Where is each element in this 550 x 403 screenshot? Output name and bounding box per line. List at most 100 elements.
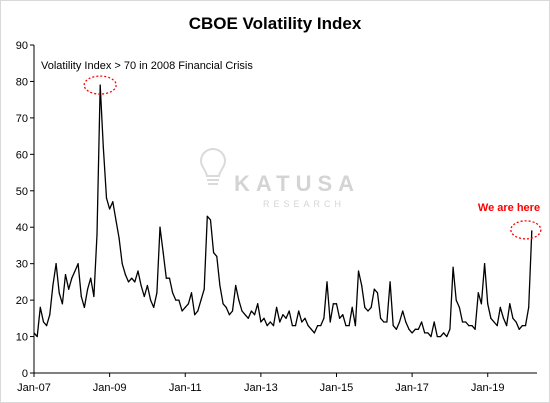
vix-series-line xyxy=(33,84,533,338)
current-highlight-circle xyxy=(510,220,542,240)
vix-data-point xyxy=(424,332,426,334)
y-tick-label: 80 xyxy=(16,76,28,88)
vix-data-point xyxy=(102,146,104,148)
vix-data-point xyxy=(253,314,256,316)
vix-data-point xyxy=(436,335,438,338)
vix-data-point xyxy=(477,292,479,294)
lightbulb-icon xyxy=(199,148,227,185)
vix-data-point xyxy=(266,325,268,327)
vix-data-point xyxy=(455,299,457,301)
vix-data-point xyxy=(364,306,366,308)
vix-data-point xyxy=(398,321,401,323)
vix-data-point xyxy=(433,321,435,323)
vix-data-point xyxy=(414,328,416,330)
vix-data-point xyxy=(288,310,290,312)
vix-data-point xyxy=(439,335,442,338)
vix-data-point xyxy=(225,306,227,308)
vix-data-point xyxy=(52,284,54,287)
vix-data-point xyxy=(493,321,495,323)
vix-data-point xyxy=(77,263,79,265)
vix-data-point xyxy=(216,255,218,257)
vix-data-point xyxy=(36,335,38,338)
vix-data-point xyxy=(386,321,388,323)
vix-data-point xyxy=(247,317,249,319)
vix-data-point xyxy=(149,299,152,301)
vix-data-point xyxy=(461,321,464,323)
vix-data-point xyxy=(427,332,429,334)
vix-data-point xyxy=(178,299,180,301)
vix-data-point xyxy=(430,335,432,338)
vix-data-point xyxy=(228,314,230,316)
vix-data-point xyxy=(518,328,520,330)
vix-data-point xyxy=(143,295,145,298)
vix-data-point xyxy=(146,284,149,287)
vix-data-point xyxy=(197,310,199,312)
vix-data-point xyxy=(512,317,514,319)
vix-data-point xyxy=(465,321,467,323)
vix-data-point xyxy=(443,332,445,334)
y-ticks: 0 10 20 30 40 50 60 70 80 90 xyxy=(16,40,34,380)
vix-data-point xyxy=(480,303,483,305)
vix-data-point xyxy=(250,310,253,312)
vix-data-point xyxy=(172,292,174,294)
y-tick-label: 60 xyxy=(16,149,28,161)
vix-data-point xyxy=(244,314,246,316)
vix-data-point xyxy=(449,328,451,330)
vix-data-point xyxy=(238,299,240,301)
peak-highlight-circle xyxy=(83,75,117,95)
x-tick-label: Jan-11 xyxy=(169,382,202,394)
watermark-sub: RESEARCH xyxy=(263,199,345,209)
vix-data-point xyxy=(33,332,35,334)
vix-data-point xyxy=(213,252,215,254)
vix-data-point xyxy=(383,321,385,323)
vix-data-point xyxy=(279,321,281,323)
vix-data-point xyxy=(528,306,530,308)
vix-data-point xyxy=(326,281,328,283)
vix-data-point xyxy=(329,321,331,323)
vix-data-point xyxy=(490,317,492,319)
vix-data-point xyxy=(370,306,372,308)
vix-data-point xyxy=(257,303,259,305)
vix-data-point xyxy=(140,284,142,287)
chart-title: CBOE Volatility Index xyxy=(189,14,362,33)
vix-data-point xyxy=(499,306,501,308)
watermark-name: KATUSA xyxy=(234,171,360,196)
vix-data-point xyxy=(153,306,155,308)
vix-data-point xyxy=(357,270,360,272)
vix-data-point xyxy=(420,321,423,323)
vix-data-point xyxy=(411,332,413,334)
vix-data-point xyxy=(320,325,322,327)
vix-data-point xyxy=(446,335,448,338)
vix-data-point xyxy=(282,314,284,316)
vix-data-point xyxy=(168,277,171,279)
vix-data-point xyxy=(342,314,344,316)
vix-data-point xyxy=(351,306,353,308)
vix-data-point xyxy=(42,321,45,323)
y-tick-label: 0 xyxy=(22,368,28,380)
vix-data-point xyxy=(209,219,212,221)
y-tick-label: 10 xyxy=(16,332,28,344)
vix-data-point xyxy=(222,303,224,305)
vix-data-point xyxy=(272,325,275,327)
vix-data-point xyxy=(231,310,234,312)
x-tick-label: Jan-09 xyxy=(93,382,127,394)
vix-data-point xyxy=(380,317,382,319)
vix-data-point xyxy=(96,233,98,236)
vix-data-point xyxy=(131,277,133,279)
vix-data-point xyxy=(263,317,265,319)
vix-data-point xyxy=(304,317,306,319)
vix-data-point xyxy=(474,328,476,330)
vix-data-point xyxy=(376,292,379,294)
vix-data-point xyxy=(389,281,391,283)
vix-data-point xyxy=(194,314,196,316)
vix-data-point xyxy=(395,328,397,330)
vix-data-point xyxy=(49,314,51,316)
vix-data-point xyxy=(39,306,41,308)
vix-data-point xyxy=(80,295,82,298)
vix-data-point xyxy=(206,215,208,217)
vix-data-point xyxy=(323,317,325,319)
vix-data-point xyxy=(307,325,309,327)
vix-data-point xyxy=(348,325,350,327)
vix-data-point xyxy=(99,84,101,86)
